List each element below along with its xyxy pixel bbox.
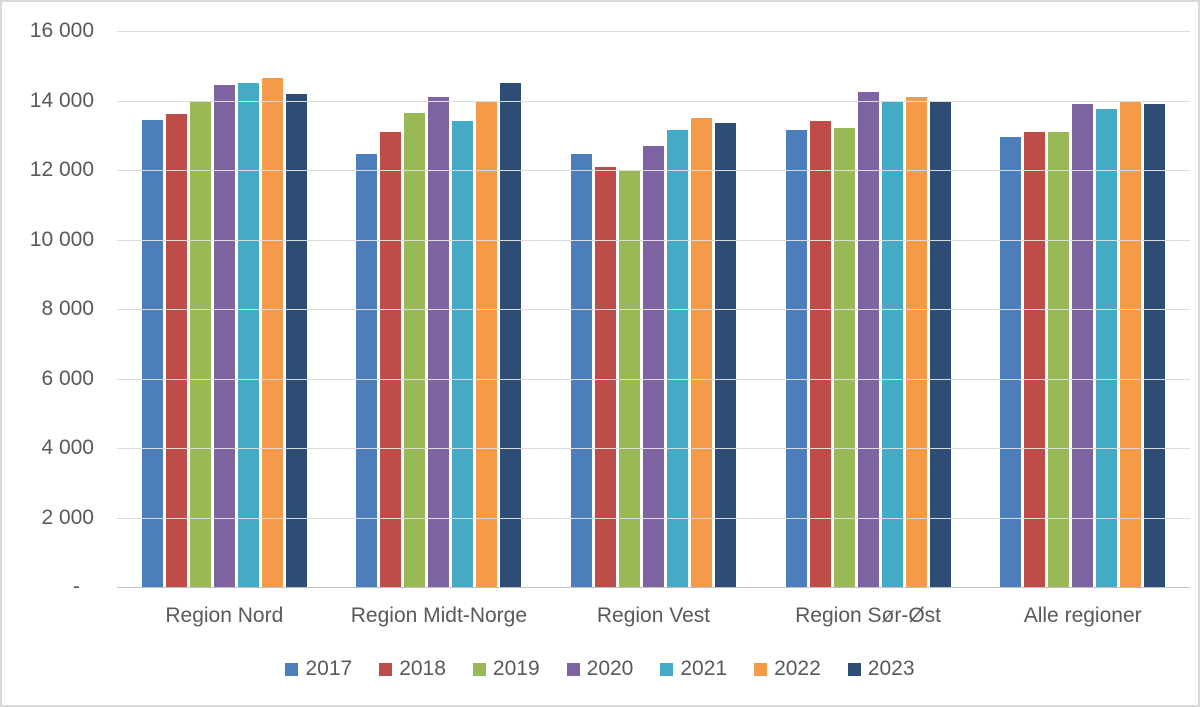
x-axis-line [117, 587, 1190, 588]
bar-2018 [594, 166, 616, 587]
bar-group-region-midt-norge [332, 31, 547, 587]
bar-group-region-nord [117, 31, 332, 587]
y-axis-tick-label: 6 000 [41, 366, 94, 390]
legend-swatch-icon [566, 662, 580, 676]
legend-item-2023: 2023 [847, 656, 915, 682]
bar-2023 [500, 83, 522, 587]
y-axis-tick-label: 12 000 [29, 158, 94, 181]
bar-2022 [261, 77, 283, 587]
bar-group-region-vest [546, 31, 761, 587]
x-axis-category-label: Region Sør-Øst [795, 604, 942, 627]
legend-label: 2017 [305, 657, 353, 680]
legend-label: 2023 [867, 657, 915, 680]
legend-swatch-icon [754, 662, 768, 676]
bar-2018 [809, 121, 831, 587]
bar-groups [117, 31, 1190, 587]
bar-2018 [165, 114, 187, 587]
bar-2017 [141, 119, 163, 587]
legend-label: 2021 [680, 657, 728, 680]
bar-2020 [857, 91, 879, 587]
x-axis-category-label: Region Vest [596, 604, 711, 627]
bar-2017 [570, 154, 592, 587]
bar-2023 [285, 93, 307, 587]
gridline [117, 170, 1190, 171]
legend-swatch-icon [847, 662, 861, 676]
legend-swatch-icon [472, 662, 486, 676]
bar-2020 [428, 97, 450, 587]
x-axis-category-label: Alle regioner [1023, 604, 1142, 627]
bar-2017 [1000, 137, 1022, 587]
bar-group-region-sør-øst [761, 31, 976, 587]
bar-2018 [1024, 131, 1046, 587]
gridline [117, 378, 1190, 380]
bar-2021 [452, 121, 474, 587]
legend-item-2018: 2018 [379, 656, 446, 682]
gridline [117, 239, 1190, 241]
legend-item-2019: 2019 [472, 656, 540, 682]
legend-label: 2019 [492, 657, 540, 680]
bar-2020 [642, 145, 664, 587]
x-axis-category-label: Region Midt-Norge [350, 604, 528, 627]
gridline [117, 309, 1190, 310]
x-axis-labels: Region Nord Region Midt-Norge Region Vest R… [117, 603, 1190, 629]
legend-item-2020: 2020 [566, 656, 634, 682]
legend-label: 2022 [774, 657, 821, 680]
x-axis-category-label: Region Nord [165, 604, 284, 627]
bar-2019 [189, 102, 211, 587]
bar-2017 [356, 154, 378, 587]
bar-2021 [666, 130, 688, 587]
bar-2017 [785, 130, 807, 587]
legend-label: 2018 [399, 657, 446, 680]
legend-swatch-icon [379, 662, 393, 676]
bar-2023 [714, 123, 736, 587]
y-axis-tick-label: - [73, 575, 80, 598]
bar-2021 [881, 102, 903, 587]
bar-2021 [237, 83, 259, 587]
bar-2019 [833, 128, 855, 587]
y-axis-tick-label: 14 000 [29, 88, 94, 112]
bar-2022 [476, 102, 498, 587]
plot-area [117, 31, 1190, 588]
gridline [117, 31, 1190, 32]
bar-2021 [1096, 109, 1118, 587]
bar-2018 [380, 131, 402, 587]
y-axis-tick-label: 8 000 [41, 297, 94, 320]
bar-2019 [404, 112, 426, 587]
bar-2023 [1144, 103, 1166, 587]
y-axis-tick-label: 16 000 [29, 19, 94, 42]
legend-swatch-icon [660, 662, 674, 676]
bar-2019 [1048, 131, 1070, 587]
bar-2022 [905, 97, 927, 587]
legend-item-2017: 2017 [285, 656, 352, 682]
gridline [117, 517, 1190, 519]
chart-legend: 2017 2018 2019 2020 2021 2022 2023 [2, 656, 1198, 682]
y-axis-tick-label: 10 000 [29, 227, 94, 251]
bar-group-alle-regioner [975, 31, 1190, 587]
y-axis-labels: 16 000 14 000 12 000 10 000 8 000 6 000 4 000 2… [2, 2, 102, 705]
legend-item-2022: 2022 [754, 656, 821, 682]
legend-label: 2020 [586, 657, 634, 680]
bar-2023 [929, 102, 951, 587]
y-axis-tick-label: 2 000 [41, 505, 94, 529]
bar-2020 [213, 84, 235, 587]
bar-2020 [1072, 103, 1094, 587]
gridline [117, 448, 1190, 449]
legend-swatch-icon [285, 662, 299, 676]
bar-2022 [1120, 100, 1142, 587]
legend-item-2021: 2021 [660, 656, 727, 682]
y-axis-tick-label: 4 000 [41, 436, 94, 459]
gridline [117, 100, 1190, 102]
bar-2022 [690, 117, 712, 587]
